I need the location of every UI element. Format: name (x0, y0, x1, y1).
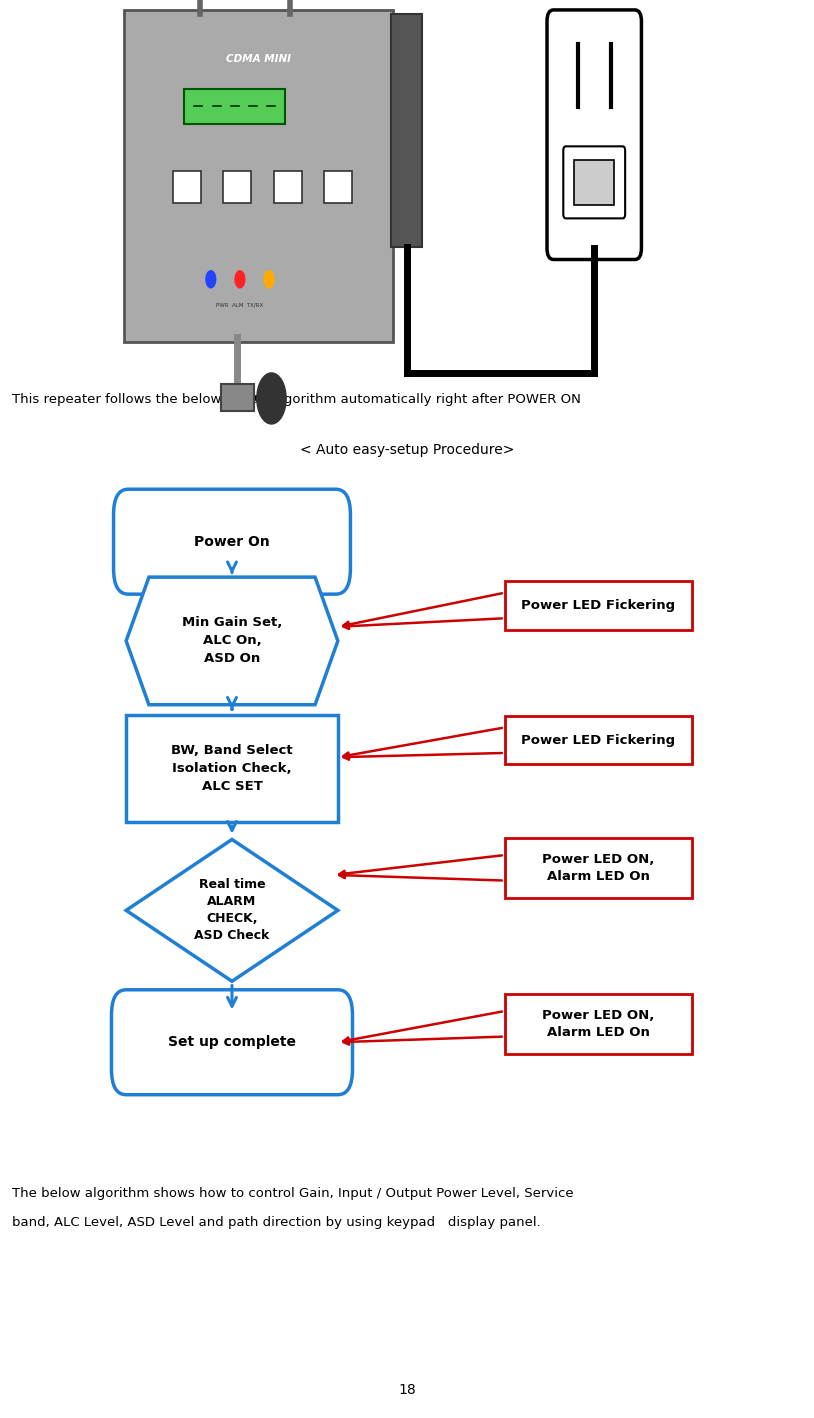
FancyBboxPatch shape (505, 581, 692, 630)
FancyBboxPatch shape (113, 489, 350, 594)
FancyBboxPatch shape (324, 172, 352, 203)
Text: < Auto easy-setup Procedure>: < Auto easy-setup Procedure> (300, 442, 514, 457)
Bar (184, 88, 285, 125)
Circle shape (264, 271, 274, 288)
Text: Power LED Fickering: Power LED Fickering (521, 598, 676, 613)
FancyBboxPatch shape (505, 994, 692, 1054)
FancyBboxPatch shape (505, 716, 692, 764)
Text: CDMA MINI: CDMA MINI (226, 54, 291, 64)
Circle shape (257, 373, 287, 424)
Text: BW, Band Select
Isolation Check,
ALC SET: BW, Band Select Isolation Check, ALC SET (171, 744, 293, 793)
Text: Set up complete: Set up complete (168, 1035, 296, 1049)
Polygon shape (126, 839, 338, 981)
Text: Power On: Power On (194, 535, 270, 549)
Text: Power LED ON,
Alarm LED On: Power LED ON, Alarm LED On (542, 852, 654, 883)
Text: Power LED ON,
Alarm LED On: Power LED ON, Alarm LED On (542, 1008, 654, 1039)
Text: The below algorithm shows how to control Gain, Input / Output Power Level, Servi: The below algorithm shows how to control… (12, 1187, 574, 1201)
Text: 18: 18 (398, 1383, 416, 1397)
Text: Min Gain Set,
ALC On,
ASD On: Min Gain Set, ALC On, ASD On (182, 617, 282, 665)
FancyBboxPatch shape (112, 990, 352, 1095)
FancyBboxPatch shape (563, 146, 625, 218)
Text: band, ALC Level, ASD Level and path direction by using keypad   display panel.: band, ALC Level, ASD Level and path dire… (12, 1215, 541, 1229)
Text: Real time
ALARM
CHECK,
ASD Check: Real time ALARM CHECK, ASD Check (195, 878, 269, 943)
Text: This repeater follows the below set-up algorithm automatically right after POWER: This repeater follows the below set-up a… (12, 393, 581, 407)
Text: PWR  ALM  TX/RX: PWR ALM TX/RX (217, 302, 264, 308)
Text: Power LED Fickering: Power LED Fickering (521, 733, 676, 747)
Polygon shape (126, 577, 338, 705)
Circle shape (206, 271, 216, 288)
FancyBboxPatch shape (547, 10, 641, 259)
FancyBboxPatch shape (223, 172, 252, 203)
FancyBboxPatch shape (221, 384, 253, 411)
FancyBboxPatch shape (126, 715, 338, 822)
FancyBboxPatch shape (505, 838, 692, 898)
FancyBboxPatch shape (124, 10, 393, 342)
Bar (391, 14, 422, 247)
FancyBboxPatch shape (575, 160, 614, 204)
FancyBboxPatch shape (173, 172, 201, 203)
Circle shape (235, 271, 245, 288)
FancyBboxPatch shape (274, 172, 302, 203)
